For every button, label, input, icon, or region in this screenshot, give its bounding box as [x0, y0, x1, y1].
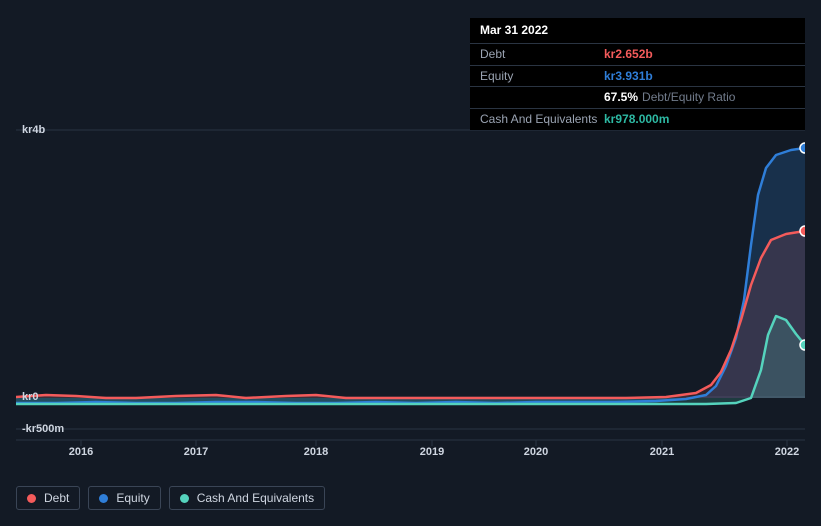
legend-item-cash-and-equivalents[interactable]: Cash And Equivalents — [169, 486, 325, 510]
tooltip-row-label: Debt — [480, 46, 604, 63]
tooltip-row: 67.5%Debt/Equity Ratio — [470, 86, 805, 108]
chart-legend: Debt Equity Cash And Equivalents — [16, 486, 325, 510]
legend-item-label: Equity — [116, 491, 149, 505]
x-tick-label: 2016 — [69, 446, 93, 458]
tooltip-row-value: kr3.931b — [604, 68, 653, 85]
x-tick-label: 2020 — [524, 446, 548, 458]
tooltip-row: Cash And Equivalentskr978.000m — [470, 108, 805, 130]
tooltip-row-sublabel: Debt/Equity Ratio — [642, 89, 735, 106]
tooltip-row: Equitykr3.931b — [470, 65, 805, 87]
legend-item-equity[interactable]: Equity — [88, 486, 160, 510]
legend-item-debt[interactable]: Debt — [16, 486, 80, 510]
legend-dot-icon — [180, 494, 189, 503]
tooltip-row-label: Equity — [480, 68, 604, 85]
y-tick-label: -kr500m — [22, 423, 64, 435]
tooltip-row-label: Cash And Equivalents — [480, 111, 604, 128]
x-tick-label: 2021 — [650, 446, 674, 458]
x-tick-label: 2017 — [184, 446, 208, 458]
tooltip-row-value: 67.5% — [604, 89, 638, 106]
x-tick-label: 2022 — [775, 446, 799, 458]
tooltip-date: Mar 31 2022 — [470, 18, 805, 43]
tooltip-row-value: kr978.000m — [604, 111, 669, 128]
chart-tooltip: Mar 31 2022 Debtkr2.652bEquitykr3.931b67… — [470, 18, 805, 130]
x-tick-label: 2019 — [420, 446, 444, 458]
y-tick-label: kr4b — [22, 124, 45, 136]
tooltip-row: Debtkr2.652b — [470, 43, 805, 65]
x-tick-label: 2018 — [304, 446, 328, 458]
legend-item-label: Debt — [44, 491, 69, 505]
tooltip-row-value: kr2.652b — [604, 46, 653, 63]
legend-dot-icon — [99, 494, 108, 503]
y-tick-label: kr0 — [22, 391, 39, 403]
tooltip-row-label — [480, 89, 604, 106]
legend-item-label: Cash And Equivalents — [197, 491, 314, 505]
legend-dot-icon — [27, 494, 36, 503]
